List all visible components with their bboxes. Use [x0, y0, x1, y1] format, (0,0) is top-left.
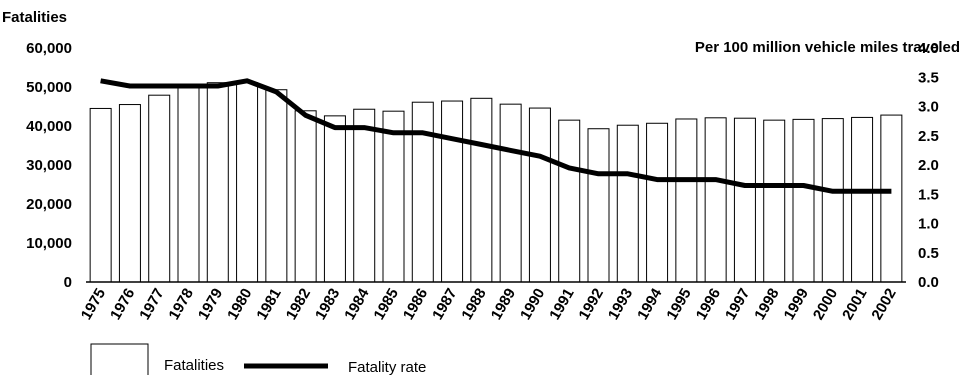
legend-fatalities-label: Fatalities — [164, 357, 224, 374]
left-tick-label: 50,000 — [26, 79, 72, 96]
left-tick-label: 0 — [64, 274, 72, 291]
x-tick-label-2002: 2002 — [868, 286, 899, 323]
bar-fatalities-1989 — [499, 103, 522, 283]
x-tick-label-1997: 1997 — [722, 286, 753, 323]
bar-fatalities-2000 — [821, 118, 844, 283]
fatality-rate-line — [100, 78, 892, 194]
bar-fatalities-1976 — [118, 104, 141, 283]
left-axis-title: Fatalities — [2, 9, 67, 26]
x-tick-label-2001: 2001 — [839, 286, 870, 323]
bar-fatalities-1981 — [265, 89, 288, 283]
right-tick-label: 0.0 — [918, 274, 939, 291]
bar-fatalities-1987 — [441, 100, 464, 283]
x-tick-label-1998: 1998 — [751, 286, 782, 323]
bar-fatalities-1982 — [294, 110, 317, 283]
x-tick-label-1981: 1981 — [253, 286, 284, 323]
x-tick-label-1996: 1996 — [693, 286, 724, 323]
x-tick-label-2000: 2000 — [810, 286, 841, 323]
bar-fatalities-1991 — [558, 119, 581, 283]
right-axis-title: Per 100 million vehicle miles traveled — [695, 39, 960, 56]
bar-fatalities-1996 — [704, 117, 727, 283]
x-tick-label-1986: 1986 — [400, 286, 431, 323]
bar-fatalities-1977 — [148, 94, 171, 283]
bar-fatalities-1988 — [470, 97, 493, 283]
right-tick-label: 4.0 — [918, 40, 939, 57]
x-tick-label-1993: 1993 — [605, 286, 636, 323]
bar-fatalities-1990 — [528, 107, 551, 283]
bar-fatalities-1983 — [323, 115, 346, 283]
bar-fatalities-1992 — [587, 128, 610, 283]
bar-fatalities-1997 — [733, 117, 756, 283]
left-tick-label: 10,000 — [26, 235, 72, 252]
x-axis-ticks: 1975197619771978197919801981198219831984… — [78, 285, 900, 323]
bar-fatalities-1985 — [382, 110, 405, 283]
x-tick-label-1977: 1977 — [136, 286, 167, 323]
left-axis-ticks: 0 10,000 20,000 30,000 40,000 50,000 60,000 — [26, 40, 72, 291]
x-tick-label-1991: 1991 — [546, 286, 577, 323]
right-tick-label: 1.0 — [918, 216, 939, 233]
right-tick-label: 2.0 — [918, 157, 939, 174]
x-tick-label-1990: 1990 — [517, 286, 548, 323]
bar-fatalities-2002 — [880, 114, 903, 283]
right-tick-label: 1.5 — [918, 186, 939, 203]
x-tick-label-1979: 1979 — [195, 286, 226, 323]
bars — [89, 82, 903, 283]
left-tick-label: 60,000 — [26, 40, 72, 57]
x-tick-label-1978: 1978 — [166, 286, 197, 323]
bar-fatalities-1980 — [236, 82, 259, 283]
bar-fatalities-1999 — [792, 118, 815, 283]
x-tick-label-1975: 1975 — [78, 286, 109, 323]
bar-fatalities-2001 — [851, 116, 874, 283]
right-axis-ticks: 0.0 0.5 1.0 1.5 2.0 2.5 3.0 3.5 4.0 — [918, 40, 939, 291]
x-tick-label-1988: 1988 — [458, 286, 489, 323]
bar-fatalities-1986 — [411, 101, 434, 283]
legend-fatality-rate-label: Fatality rate — [348, 359, 426, 375]
left-tick-label: 20,000 — [26, 196, 72, 213]
x-tick-label-1985: 1985 — [371, 286, 402, 323]
x-tick-label-1994: 1994 — [634, 285, 666, 323]
x-tick-label-1983: 1983 — [312, 286, 343, 323]
x-tick-label-1984: 1984 — [341, 285, 373, 323]
bar-fatalities-1984 — [353, 108, 376, 283]
right-tick-label: 0.5 — [918, 245, 939, 262]
right-tick-label: 3.5 — [918, 69, 939, 86]
legend-fatalities-swatch — [90, 343, 149, 375]
legend: Fatalities Fatality rate — [90, 343, 426, 375]
x-tick-label-1980: 1980 — [224, 286, 255, 323]
bar-fatalities-1994 — [646, 122, 669, 283]
left-tick-label: 30,000 — [26, 157, 72, 174]
right-tick-label: 2.5 — [918, 128, 939, 145]
x-tick-label-1987: 1987 — [429, 286, 460, 323]
right-tick-label: 3.0 — [918, 99, 939, 116]
bar-fatalities-1998 — [763, 119, 786, 283]
x-tick-label-1982: 1982 — [283, 286, 314, 323]
x-tick-label-1995: 1995 — [663, 286, 694, 323]
bar-fatalities-1975 — [89, 107, 112, 283]
x-tick-label-1992: 1992 — [576, 286, 607, 323]
bar-fatalities-1979 — [206, 82, 229, 283]
x-tick-label-1976: 1976 — [107, 286, 138, 323]
bar-fatalities-1978 — [177, 85, 200, 283]
bar-fatalities-1995 — [675, 118, 698, 283]
x-tick-label-1989: 1989 — [488, 286, 519, 323]
x-tick-label-1999: 1999 — [781, 286, 812, 323]
bar-fatalities-1993 — [616, 124, 639, 283]
left-tick-label: 40,000 — [26, 118, 72, 135]
